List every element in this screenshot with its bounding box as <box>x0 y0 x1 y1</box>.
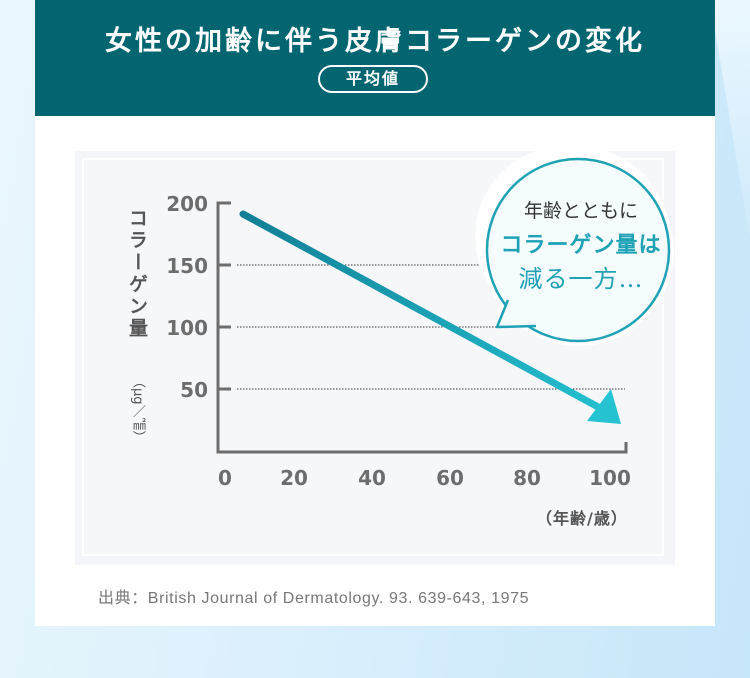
source-citation: 出典：British Journal of Dermatology. 93. 6… <box>98 590 530 607</box>
x-tick-80: 80 <box>513 466 541 490</box>
x-tick-0: 0 <box>218 466 232 490</box>
axes-frame <box>216 201 628 454</box>
bubble-line-2: コラーゲン量は <box>500 232 662 258</box>
bubble-line-1: 年齢とともに <box>523 200 638 222</box>
speech-bubble <box>485 157 671 343</box>
x-tick-20: 20 <box>280 466 308 490</box>
speech-bubble-tail-fill <box>501 298 534 324</box>
x-tick-100: 100 <box>589 466 631 490</box>
chart-title: 女性の加齢に伴う皮膚コラーゲンの変化 <box>105 26 645 57</box>
average-badge: 平均値 <box>318 65 428 93</box>
y-axis-label: コラーゲン量 <box>126 208 148 340</box>
y-tick-150: 150 <box>166 254 208 278</box>
bubble-line-3: 減る一方… <box>518 265 644 293</box>
x-tick-40: 40 <box>358 466 386 490</box>
y-axis-unit: （μg／㎟） <box>130 375 145 444</box>
y-tick-200: 200 <box>166 192 208 216</box>
bubble-text: 年齢とともに コラーゲン量は 減る一方… <box>492 194 670 296</box>
y-tick-100: 100 <box>166 316 208 340</box>
chart-header: 女性の加齢に伴う皮膚コラーゲンの変化 平均値 <box>35 0 715 116</box>
trend-arrow-head <box>587 389 621 424</box>
x-tick-60: 60 <box>436 466 464 490</box>
trend-arrow-line <box>239 210 604 412</box>
x-axis-unit: （年齢/歳） <box>536 509 628 528</box>
y-tick-50: 50 <box>180 378 208 402</box>
